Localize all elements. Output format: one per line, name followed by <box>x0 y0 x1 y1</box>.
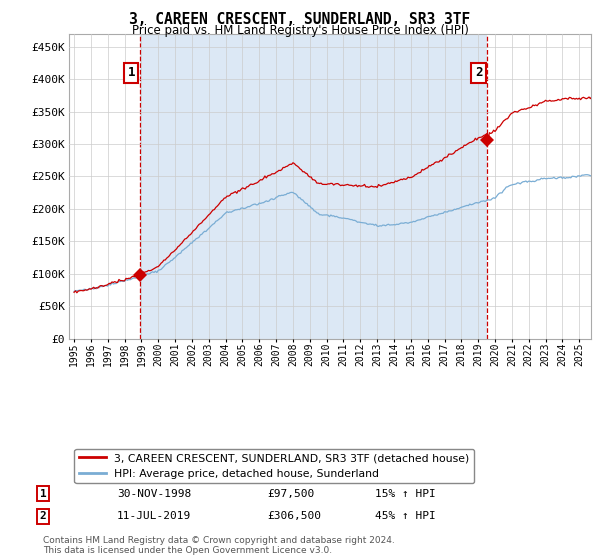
Text: 45% ↑ HPI: 45% ↑ HPI <box>375 511 436 521</box>
Text: Price paid vs. HM Land Registry's House Price Index (HPI): Price paid vs. HM Land Registry's House … <box>131 24 469 37</box>
Text: Contains HM Land Registry data © Crown copyright and database right 2024.
This d: Contains HM Land Registry data © Crown c… <box>43 536 395 555</box>
Text: £97,500: £97,500 <box>267 489 314 499</box>
Text: 2: 2 <box>40 511 47 521</box>
Bar <box>140 34 487 339</box>
Text: 1: 1 <box>40 489 47 499</box>
Text: £306,500: £306,500 <box>267 511 321 521</box>
Text: 15% ↑ HPI: 15% ↑ HPI <box>375 489 436 499</box>
Legend: 3, CAREEN CRESCENT, SUNDERLAND, SR3 3TF (detached house), HPI: Average price, de: 3, CAREEN CRESCENT, SUNDERLAND, SR3 3TF … <box>74 449 474 483</box>
Text: 30-NOV-1998: 30-NOV-1998 <box>117 489 191 499</box>
Text: 11-JUL-2019: 11-JUL-2019 <box>117 511 191 521</box>
Text: 3, CAREEN CRESCENT, SUNDERLAND, SR3 3TF: 3, CAREEN CRESCENT, SUNDERLAND, SR3 3TF <box>130 12 470 27</box>
Text: 1: 1 <box>127 66 135 79</box>
Text: 2: 2 <box>475 66 482 79</box>
